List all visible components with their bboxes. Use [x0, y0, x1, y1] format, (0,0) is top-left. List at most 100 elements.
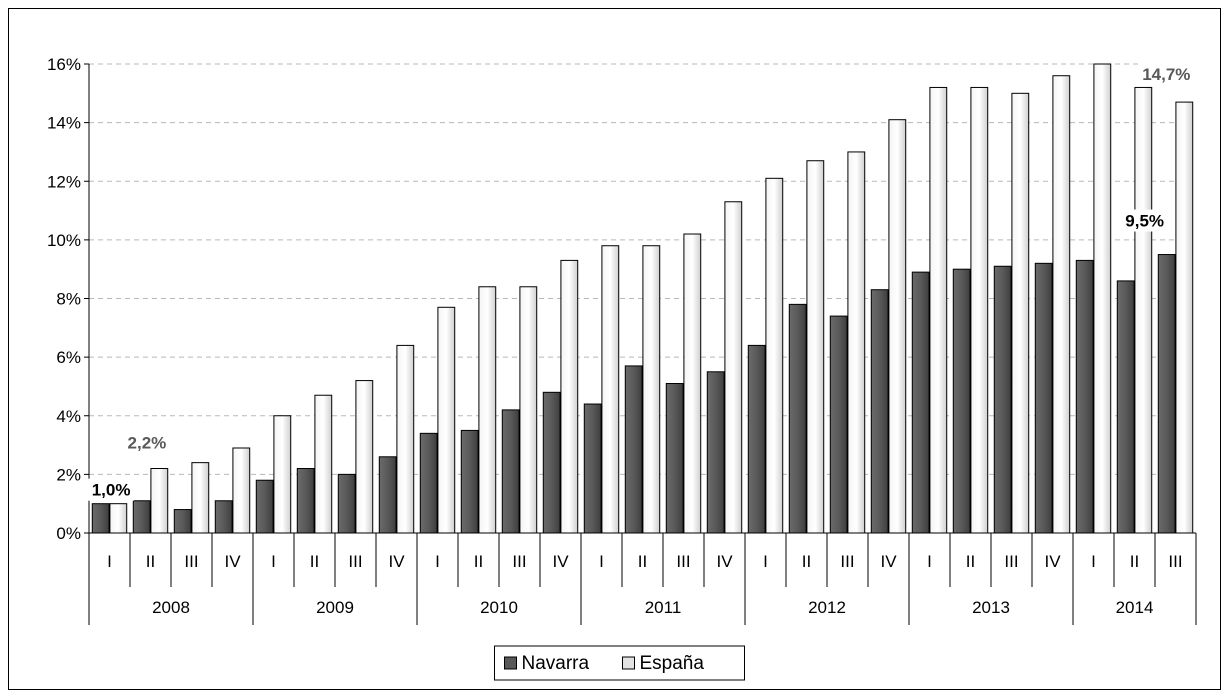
espana-bar: [519, 286, 538, 534]
data-label-background: [88, 478, 135, 501]
espana-bar: [560, 259, 579, 534]
quarter-label: IV: [1044, 552, 1061, 571]
navarra-bar: [296, 468, 315, 534]
navarra-bar: [1075, 259, 1094, 534]
espana-legend-label: España: [640, 653, 705, 674]
data-label: 1,0%: [92, 481, 131, 500]
espana-bar: [1134, 86, 1153, 534]
quarter-label: II: [1130, 552, 1139, 571]
espana-bar: [683, 233, 702, 534]
data-label-background: [123, 431, 170, 454]
espana-bar: [1175, 101, 1194, 534]
espana-bar: [970, 86, 989, 534]
espana-bar: [724, 201, 743, 534]
espana-bar: [1052, 75, 1071, 534]
quarter-label: II: [802, 552, 811, 571]
navarra-bar: [747, 344, 766, 534]
navarra-bar: [870, 289, 889, 534]
espana-bar: [642, 245, 661, 534]
year-label: 2014: [1116, 598, 1154, 617]
espana-bar: [847, 151, 866, 534]
quarter-label: III: [348, 552, 362, 571]
quarter-label: IV: [552, 552, 569, 571]
quarter-label: III: [512, 552, 526, 571]
quarter-label: III: [1004, 552, 1018, 571]
espana-bar: [888, 119, 907, 534]
quarter-label: II: [310, 552, 319, 571]
espana-bar: [273, 415, 292, 534]
quarter-label: IV: [716, 552, 733, 571]
quarter-label: I: [107, 552, 112, 571]
navarra-bar: [829, 315, 848, 534]
quarter-label: I: [271, 552, 276, 571]
navarra-bar: [624, 365, 643, 534]
navarra-legend-swatch: [504, 656, 517, 670]
navarra-bar: [460, 429, 479, 534]
data-label-background: [1138, 63, 1195, 86]
espana-bar: [150, 468, 169, 534]
y-tick-label: 4%: [56, 407, 81, 426]
navarra-bar: [665, 383, 684, 534]
navarra-bar: [993, 265, 1012, 534]
chart-frame: 0% 2% 4% 6% 8% 10% 12% 14% 16% I II III IV I II III IV I…: [8, 8, 1221, 690]
navarra-bar: [952, 268, 971, 534]
quarter-label: III: [1168, 552, 1182, 571]
y-tick-label: 0%: [56, 524, 81, 543]
navarra-bar: [583, 403, 602, 534]
year-label: 2010: [480, 598, 518, 617]
espana-bar: [1093, 63, 1112, 534]
quarter-label: III: [184, 552, 198, 571]
data-label: 2,2%: [128, 434, 167, 453]
navarra-bar: [1116, 280, 1135, 534]
year-label: 2013: [972, 598, 1010, 617]
espana-bar: [806, 160, 825, 534]
quarter-label: I: [763, 552, 768, 571]
navarra-bar: [337, 473, 356, 534]
navarra-bar: [173, 509, 192, 534]
bar-chart: 0%2%4%6%8%10%12%14%16% I II III IV I II III IV I…: [47, 55, 1197, 681]
quarter-label: II: [474, 552, 483, 571]
quarter-label: II: [638, 552, 647, 571]
espana-legend-swatch: [622, 656, 635, 670]
navarra-bar: [378, 456, 397, 534]
y-tick-label: 6%: [56, 348, 81, 367]
quarter-label: II: [966, 552, 975, 571]
navarra-bar: [911, 271, 930, 534]
quarter-label: IV: [880, 552, 897, 571]
navarra-bar: [788, 303, 807, 534]
data-labels: 1,0% 2,2% 9,5% 14,7%: [88, 63, 1195, 501]
legend-box: [494, 645, 745, 681]
data-label: 9,5%: [1125, 212, 1164, 231]
y-tick-label: 16%: [47, 55, 81, 74]
y-axis-tick-labels: 0% 2% 4% 6% 8% 10% 12% 14% 16%: [47, 55, 81, 543]
y-tick-label: 8%: [56, 290, 81, 309]
navarra-bar: [706, 371, 725, 534]
quarter-label: IV: [224, 552, 241, 571]
year-label: 2012: [808, 598, 846, 617]
espana-bar: [314, 394, 333, 534]
espana-bar: [232, 447, 251, 534]
espana-bar: [109, 503, 128, 534]
quarter-label: III: [676, 552, 690, 571]
navarra-bar: [255, 479, 274, 534]
navarra-bar: [1034, 262, 1053, 534]
navarra-bar: [419, 432, 438, 534]
quarter-label: II: [146, 552, 155, 571]
navarra-bar: [214, 500, 233, 534]
quarter-label: IV: [388, 552, 405, 571]
espana-bar: [1011, 92, 1030, 534]
quarter-label: I: [435, 552, 440, 571]
quarter-label: III: [840, 552, 854, 571]
data-label-background: [1121, 209, 1168, 232]
espana-bar: [437, 306, 456, 534]
espana-bar: [478, 286, 497, 534]
espana-bar: [396, 344, 415, 534]
espana-bar: [929, 86, 948, 534]
y-tick-label: 10%: [47, 231, 81, 250]
navarra-bar: [1157, 254, 1176, 534]
quarter-label: I: [1091, 552, 1096, 571]
y-tick-label: 2%: [56, 465, 81, 484]
legend: Navarra España: [494, 645, 745, 681]
x-axis: I II III IV I II III IV I II III IV I II III IV I II III IV…: [84, 63, 1197, 625]
y-tick-label: 12%: [47, 172, 81, 191]
